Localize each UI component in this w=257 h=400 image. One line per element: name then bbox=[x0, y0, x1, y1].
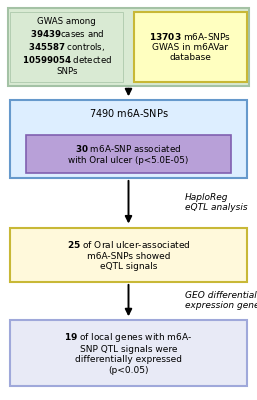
FancyBboxPatch shape bbox=[10, 12, 123, 82]
Text: $\mathbf{30}$ m6A-SNP associated
with Oral ulcer (p<5.0E-05): $\mathbf{30}$ m6A-SNP associated with Or… bbox=[68, 143, 189, 165]
FancyBboxPatch shape bbox=[134, 12, 247, 82]
Text: HaploReg
eQTL analysis: HaploReg eQTL analysis bbox=[185, 193, 248, 212]
FancyBboxPatch shape bbox=[26, 135, 231, 173]
Text: GWAS among
$\mathbf{39439}$cases and
$\mathbf{345587}$ controls,
$\mathbf{105990: GWAS among $\mathbf{39439}$cases and $\m… bbox=[22, 17, 112, 76]
Text: GEO differential
expression gene: GEO differential expression gene bbox=[185, 291, 257, 310]
FancyBboxPatch shape bbox=[10, 228, 247, 282]
Text: $\mathit{7490}$ m6A-SNPs: $\mathit{7490}$ m6A-SNPs bbox=[89, 107, 168, 119]
Text: $\mathbf{13703}$ m6A-SNPs
GWAS in m6AVar
database: $\mathbf{13703}$ m6A-SNPs GWAS in m6AVar… bbox=[149, 30, 231, 62]
FancyBboxPatch shape bbox=[10, 320, 247, 386]
FancyBboxPatch shape bbox=[10, 100, 247, 178]
FancyBboxPatch shape bbox=[8, 8, 249, 86]
Text: $\mathbf{25}$ of Oral ulcer-associated
m6A-SNPs showed
eQTL signals: $\mathbf{25}$ of Oral ulcer-associated m… bbox=[67, 239, 190, 271]
Text: $\mathbf{19}$ of local genes with m6A-
SNP QTL signals were
differentially expre: $\mathbf{19}$ of local genes with m6A- S… bbox=[65, 331, 192, 375]
